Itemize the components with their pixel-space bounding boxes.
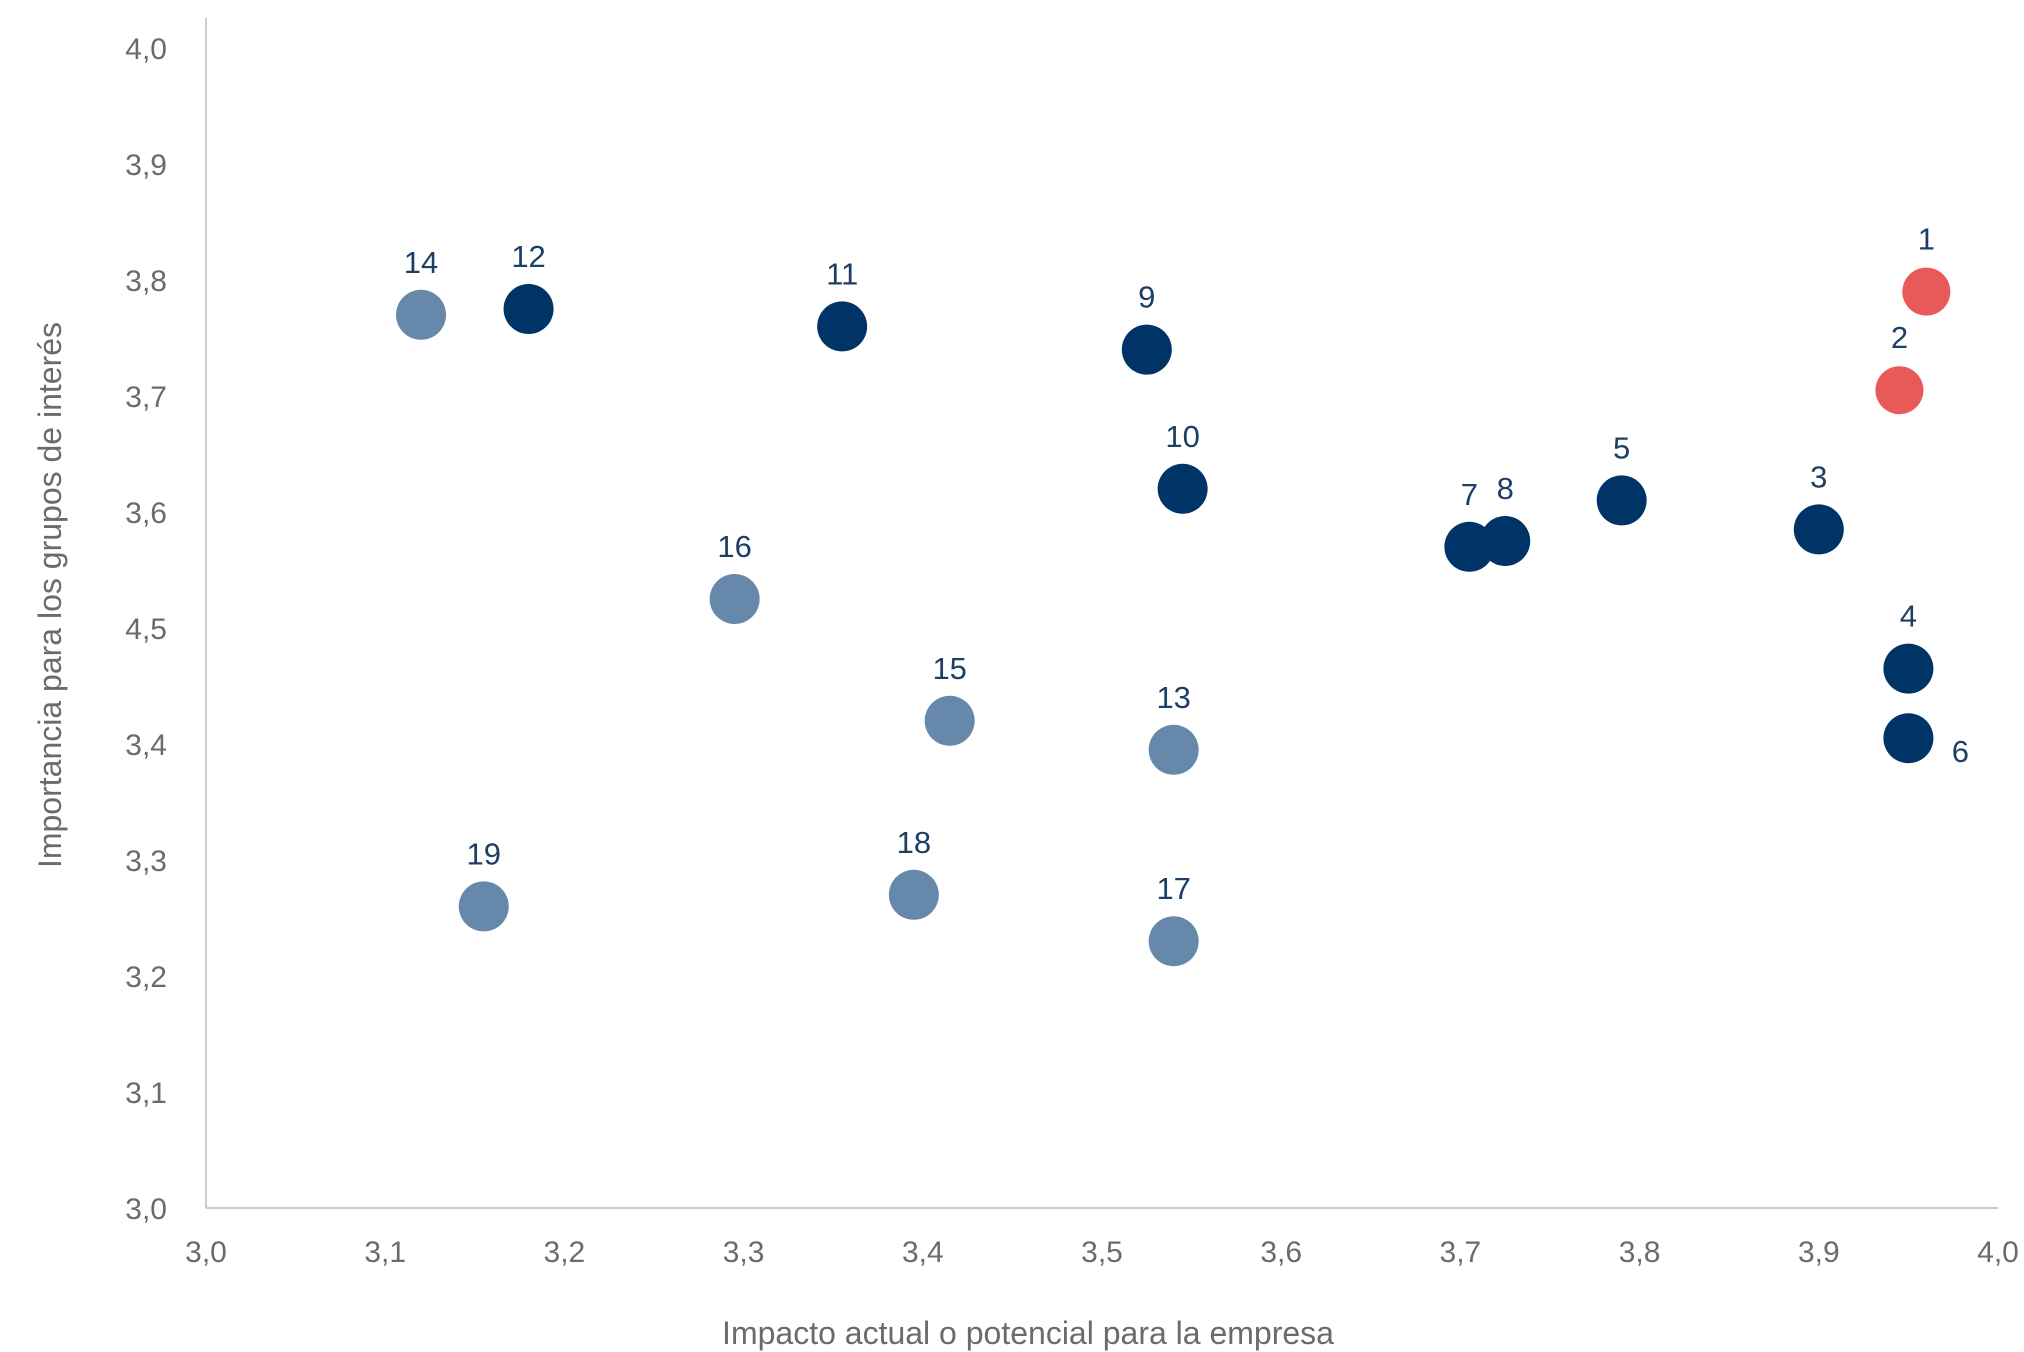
x-tick-label: 3,5 bbox=[1081, 1236, 1123, 1269]
y-tick-label: 3,6 bbox=[125, 497, 167, 530]
data-point-13 bbox=[1148, 724, 1199, 775]
data-point-15 bbox=[924, 695, 975, 746]
data-point-label: 16 bbox=[717, 529, 751, 564]
data-point-2 bbox=[1875, 366, 1924, 415]
x-tick-label: 3,1 bbox=[364, 1236, 406, 1269]
data-point-label: 14 bbox=[404, 245, 438, 280]
x-axis-title: Impacto actual o potencial para la empre… bbox=[722, 1315, 1334, 1351]
data-point-3 bbox=[1793, 504, 1844, 555]
x-tick-label: 3,9 bbox=[1798, 1236, 1840, 1269]
y-tick-label: 3,1 bbox=[125, 1077, 167, 1110]
data-point-label: 10 bbox=[1165, 419, 1199, 454]
x-tick-label: 4,0 bbox=[1977, 1236, 2019, 1269]
y-tick-label: 3,3 bbox=[125, 845, 167, 878]
data-point-14 bbox=[396, 289, 447, 340]
x-tick-label: 3,0 bbox=[185, 1236, 227, 1269]
data-point-19 bbox=[458, 881, 509, 932]
data-point-9 bbox=[1121, 324, 1172, 375]
data-point-label: 9 bbox=[1138, 280, 1155, 315]
data-point-17 bbox=[1148, 916, 1199, 967]
data-point-label: 6 bbox=[1952, 734, 1969, 769]
data-point-6 bbox=[1883, 713, 1934, 764]
data-point-8 bbox=[1480, 516, 1531, 566]
y-tick-label: 3,2 bbox=[125, 961, 167, 994]
data-point-label: 1 bbox=[1918, 222, 1935, 257]
data-points bbox=[396, 267, 1951, 967]
data-point-label: 13 bbox=[1156, 680, 1190, 715]
data-point-label: 2 bbox=[1891, 320, 1908, 355]
data-point-11 bbox=[817, 301, 868, 352]
data-point-label: 15 bbox=[932, 651, 966, 686]
y-tick-label: 3,0 bbox=[125, 1193, 167, 1226]
data-point-5 bbox=[1596, 475, 1647, 526]
data-point-label: 11 bbox=[826, 256, 858, 291]
data-point-16 bbox=[709, 574, 760, 624]
data-point-1 bbox=[1902, 267, 1951, 316]
y-tick-label: 3,8 bbox=[125, 265, 167, 298]
data-point-12 bbox=[503, 284, 554, 334]
data-point-18 bbox=[888, 869, 939, 920]
data-point-label: 8 bbox=[1497, 471, 1514, 506]
y-tick-labels: 3,0 3,1 3,2 3,3 3,4 4,5 3,6 3,7 3,8 3,9 4,0 bbox=[125, 33, 167, 1226]
y-tick-label: 3,9 bbox=[125, 149, 167, 182]
y-tick-label: 3,4 bbox=[125, 729, 167, 762]
data-point-label: 4 bbox=[1900, 599, 1917, 634]
data-point-10 bbox=[1157, 463, 1208, 514]
x-tick-label: 3,4 bbox=[902, 1236, 944, 1269]
x-tick-label: 3,7 bbox=[1440, 1236, 1482, 1269]
data-point-label: 7 bbox=[1461, 477, 1478, 512]
y-axis-title: Importancia para los grupos de interés bbox=[32, 322, 68, 868]
y-tick-label: 3,7 bbox=[125, 381, 167, 414]
y-tick-label: 4,5 bbox=[125, 613, 167, 646]
data-point-label: 18 bbox=[897, 825, 931, 860]
y-tick-label: 4,0 bbox=[125, 33, 167, 66]
x-tick-label: 3,8 bbox=[1619, 1236, 1661, 1269]
x-tick-label: 3,6 bbox=[1260, 1236, 1302, 1269]
x-tick-labels: 3,0 3,1 3,2 3,3 3,4 3,5 3,6 3,7 3,8 3,9 4,0 bbox=[185, 1236, 2019, 1269]
data-point-label: 17 bbox=[1156, 871, 1190, 906]
x-tick-label: 3,2 bbox=[544, 1236, 586, 1269]
data-point-label: 12 bbox=[511, 239, 545, 274]
x-tick-label: 3,3 bbox=[723, 1236, 765, 1269]
data-point-label: 3 bbox=[1810, 459, 1827, 494]
data-point-4 bbox=[1883, 643, 1934, 694]
data-point-label: 5 bbox=[1613, 430, 1630, 465]
data-point-label: 19 bbox=[467, 836, 501, 871]
